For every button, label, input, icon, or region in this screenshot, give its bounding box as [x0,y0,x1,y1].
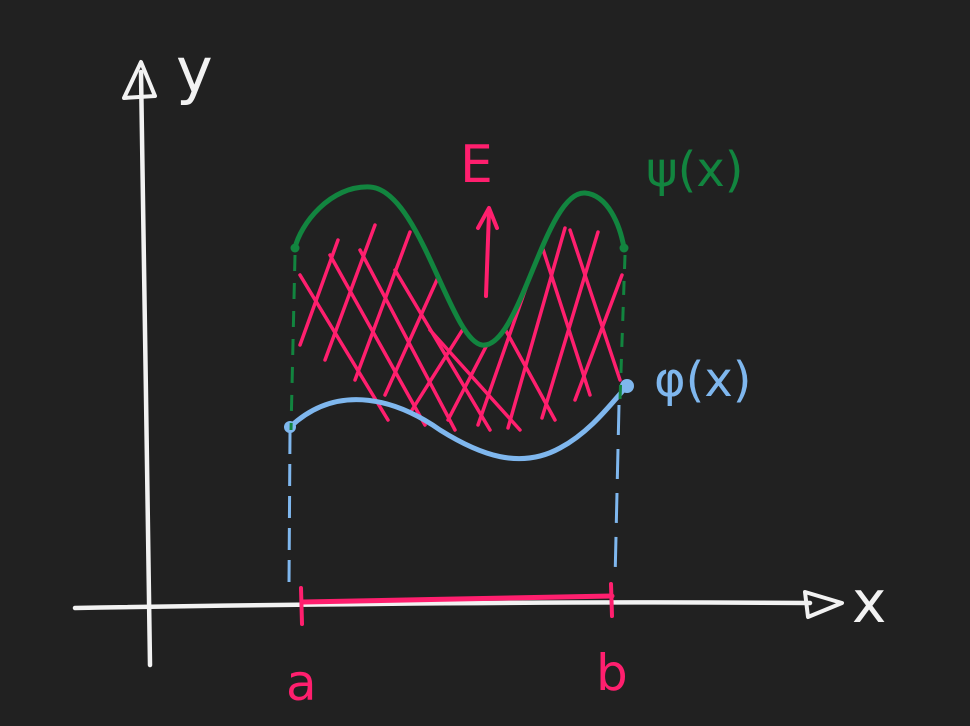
lower-curve-right-endpoint [620,379,634,393]
region-arrow-shaft [484,210,491,298]
tick-a [299,586,304,626]
point-b-label: b [596,644,628,702]
region-arrow-head [476,206,499,230]
left-dashed-line-blue [287,431,292,586]
region-hatching [298,223,624,432]
point-a-label: a [286,654,317,712]
upper-curve-label: ψ(x) [646,142,744,198]
tick-b [609,582,614,618]
lower-curve-label: φ(x) [654,352,752,408]
x-axis-arrowhead [803,590,844,619]
x-axis-label: x [852,568,886,636]
region-label: E [460,135,493,195]
left-dashed-line-green [289,254,297,431]
lower-curve [287,383,630,462]
y-axis [138,69,153,668]
y-axis-label: y [176,34,213,107]
upper-curve-left-endpoint [290,243,300,253]
upper-curve-right-endpoint [619,243,629,253]
y-axis-arrowhead [122,60,157,100]
x-axis [72,600,813,611]
interval-segment [300,593,615,605]
upper-curve [292,184,627,348]
right-dashed-line-blue [613,404,621,581]
